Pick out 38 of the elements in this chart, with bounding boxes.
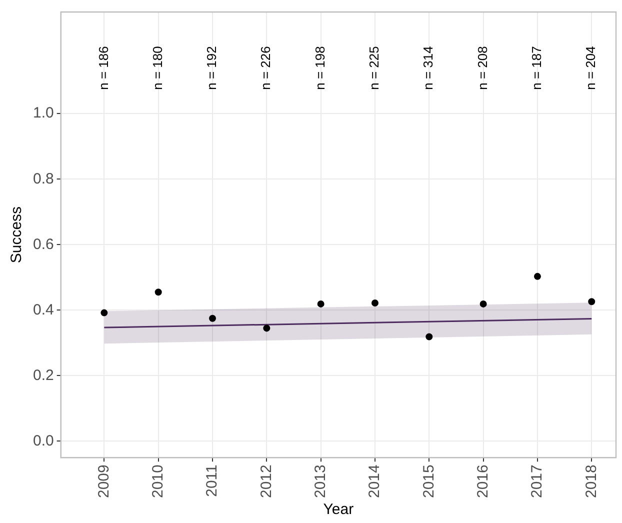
annotation: n = 226 — [258, 46, 274, 90]
x-tick-label: 2014 — [366, 464, 384, 498]
point — [426, 333, 433, 340]
x-tick-label: 2012 — [258, 464, 275, 498]
x-tick-label: 2015 — [420, 464, 438, 498]
annotation: n = 314 — [420, 46, 436, 90]
y-tick-label: 0.4 — [32, 301, 54, 318]
x-tick-label: 2018 — [582, 464, 600, 498]
y-tick-label: 0.8 — [32, 170, 54, 188]
x-tick-label: 2010 — [149, 464, 166, 498]
annotation: n = 225 — [366, 46, 382, 90]
point — [317, 300, 324, 308]
y-tick-label: 0.0 — [32, 432, 54, 450]
x-tick-label: 2009 — [95, 464, 112, 498]
y-tick-label: 1.0 — [32, 104, 54, 122]
x-tick-label: 2016 — [474, 464, 492, 498]
y-tick-label: 0.2 — [32, 366, 54, 384]
y-axis-title: Success — [8, 206, 26, 264]
annotation: n = 180 — [150, 46, 165, 90]
x-tick-label: 2013 — [312, 464, 329, 498]
x-tick-label: 2017 — [528, 464, 546, 498]
point — [588, 298, 596, 306]
annotation: n = 186 — [96, 46, 111, 90]
x-tick-label: 2011 — [204, 464, 221, 497]
point — [154, 288, 162, 296]
annotation: n = 198 — [312, 46, 328, 90]
x-axis-title: Year — [323, 501, 354, 518]
y-tick-label: 0.6 — [32, 236, 54, 253]
point — [263, 324, 270, 332]
point — [534, 272, 541, 280]
point — [480, 300, 487, 308]
point — [209, 314, 216, 322]
annotation: n = 208 — [474, 46, 490, 90]
annotation: n = 192 — [204, 46, 220, 90]
point — [371, 299, 378, 306]
point — [100, 309, 108, 316]
annotation: n = 187 — [529, 46, 544, 90]
annotation: n = 204 — [583, 46, 598, 90]
